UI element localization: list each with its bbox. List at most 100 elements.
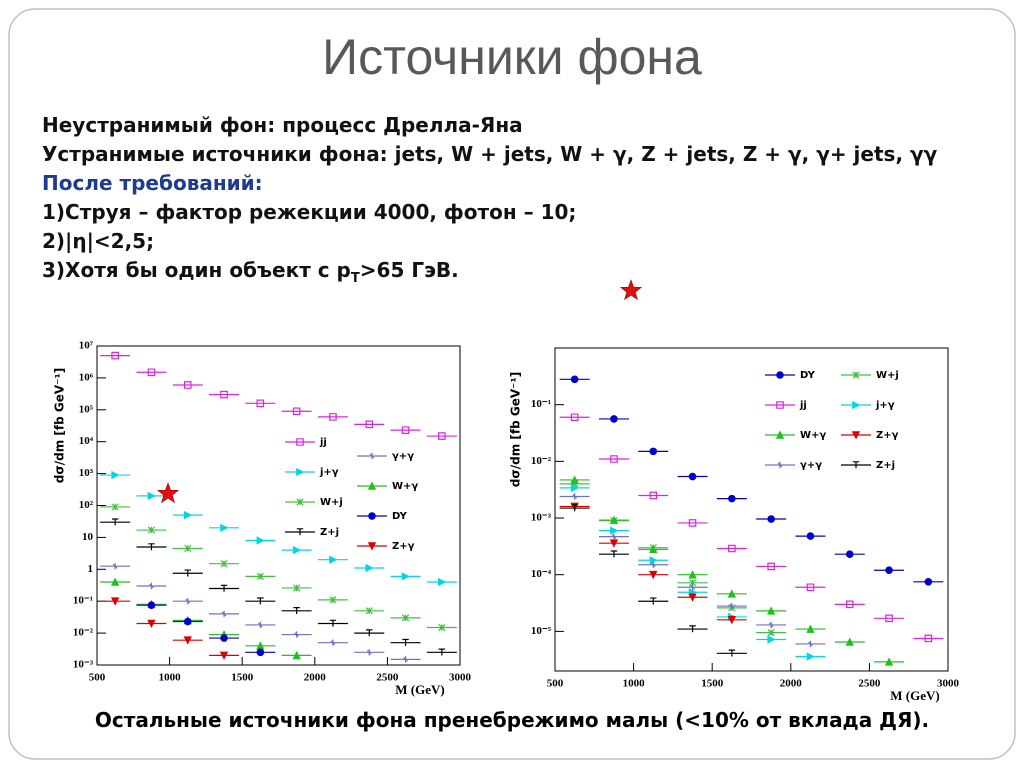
data-point — [598, 539, 629, 548]
y-tick-label: 10⁻¹ — [73, 595, 93, 607]
data-point — [677, 579, 708, 587]
legend-label: DY — [800, 370, 816, 381]
x-tick-label: 2000 — [780, 678, 803, 690]
data-point — [677, 584, 708, 591]
slide-title: Источники фона — [322, 29, 702, 85]
data-point — [756, 629, 787, 637]
data-point — [677, 593, 708, 602]
x-tick-label: 1000 — [159, 672, 182, 684]
legend-marker — [765, 371, 795, 379]
data-point — [354, 563, 385, 573]
data-point — [100, 577, 131, 586]
data-point — [245, 621, 276, 629]
data-point — [209, 651, 240, 660]
data-point — [136, 601, 167, 609]
data-point — [281, 407, 312, 416]
data-point — [100, 518, 131, 526]
data-point — [795, 532, 826, 540]
data-point — [716, 649, 747, 657]
text-block: Неустранимый фон: процесс Дрелла-Яна Уст… — [42, 111, 972, 293]
data-point — [100, 503, 131, 511]
y-tick-label: 10⁻³ — [73, 659, 94, 671]
data-point — [100, 563, 131, 570]
legend-label: γ+γ — [392, 451, 414, 462]
legend-label: Z+j — [320, 527, 339, 538]
data-point — [100, 351, 131, 360]
data-point — [677, 570, 708, 579]
data-point — [136, 619, 167, 629]
legend-label: DY — [392, 511, 408, 522]
data-point — [136, 368, 167, 377]
y-axis-label: dσ/dm [fb GeV⁻¹] — [509, 372, 523, 487]
data-point — [874, 657, 905, 666]
x-tick-label: 1500 — [231, 672, 254, 684]
data-point — [598, 455, 629, 463]
data-point — [172, 510, 203, 520]
data-point — [756, 515, 787, 523]
data-point — [136, 491, 167, 501]
data-point — [638, 597, 669, 605]
data-point — [677, 519, 708, 527]
legend-marker — [841, 371, 871, 379]
text: >65 ГэВ. — [359, 258, 459, 282]
data-point — [559, 375, 590, 384]
data-point — [559, 483, 590, 493]
data-point — [245, 648, 276, 657]
legend-label: W+γ — [392, 481, 418, 492]
data-point — [756, 635, 787, 644]
data-point — [172, 636, 203, 645]
data-point — [756, 621, 787, 629]
data-point — [598, 526, 629, 535]
data-point — [172, 617, 203, 626]
data-point — [677, 472, 708, 481]
data-point — [390, 572, 421, 581]
text-line: Устранимые источники фона: jets, W + jet… — [42, 142, 938, 166]
data-point — [317, 413, 348, 421]
data-point — [354, 607, 385, 615]
data-point — [638, 561, 669, 568]
y-tick-label: 10⁴ — [79, 435, 94, 447]
legend-label: jj — [319, 437, 327, 448]
legend-marker — [765, 430, 795, 439]
y-tick-label: 10⁻² — [73, 627, 94, 639]
y-tick-label: 10⁻¹ — [531, 398, 551, 410]
data-point — [172, 569, 203, 577]
data-point — [638, 570, 669, 580]
data-point — [638, 447, 669, 456]
data-point — [598, 415, 629, 423]
y-tick-label: 10⁵ — [79, 403, 94, 415]
data-point — [209, 584, 240, 592]
y-tick-label: 10⁻⁵ — [531, 625, 552, 637]
data-point — [245, 536, 276, 545]
data-point — [281, 631, 312, 638]
legend-label: Z+γ — [392, 541, 415, 552]
charts: 500 1000 1500 2000 2500 3000 10⁻³ 10⁻² 10⁻¹ 1 10 10… — [53, 340, 960, 703]
data-point — [281, 607, 312, 615]
data-point — [716, 589, 747, 598]
y-tick-label: 10⁻² — [531, 455, 552, 467]
data-point — [136, 526, 167, 534]
data-point — [598, 515, 629, 524]
legend-marker — [357, 452, 387, 460]
data-point — [245, 399, 276, 408]
data-point — [390, 638, 421, 646]
x-axis-label: M (GeV) — [395, 682, 444, 697]
x-tick-label: 500 — [547, 678, 564, 690]
legend-label: jj — [799, 400, 807, 411]
legend-marker — [357, 542, 387, 551]
legend-marker — [841, 431, 871, 440]
legend-marker — [285, 467, 315, 477]
x-tick-label: 3000 — [937, 678, 960, 690]
data-point — [172, 544, 203, 553]
y-tick-label: 10⁻³ — [531, 512, 552, 524]
data-point — [795, 583, 826, 592]
data-point — [795, 652, 826, 661]
data-point — [913, 634, 944, 643]
chart: 500 1000 1500 2000 2500 3000 10⁻⁵ 10⁻⁴ 10⁻³ 10⁻² 1… — [509, 347, 960, 703]
data-point — [317, 596, 348, 604]
data-point — [598, 533, 629, 540]
data-point — [245, 597, 276, 605]
x-tick-label: 3000 — [449, 672, 472, 684]
y-tick-label: 10³ — [79, 467, 94, 479]
data-point — [716, 544, 747, 553]
